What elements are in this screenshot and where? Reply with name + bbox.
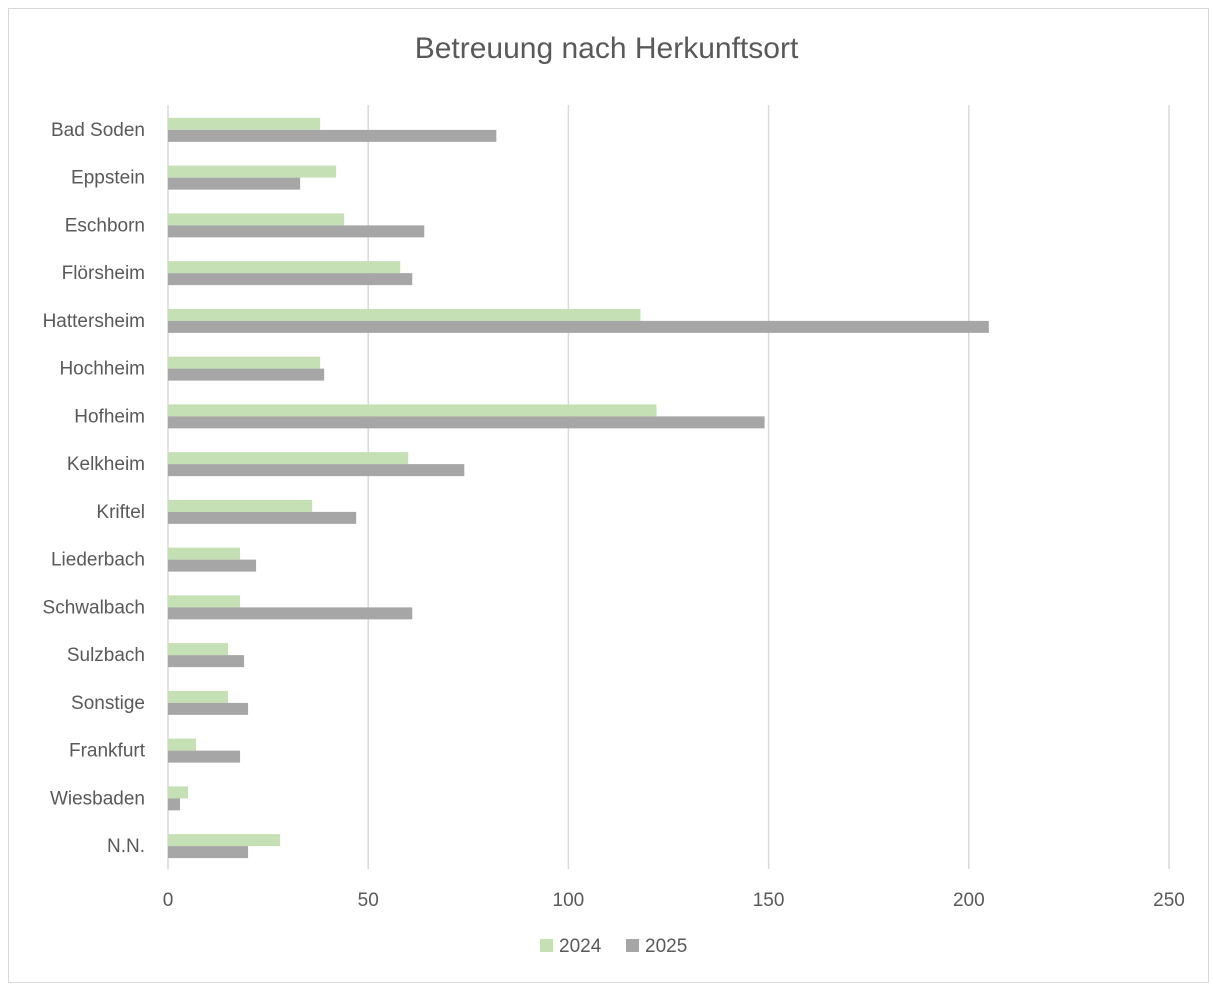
bar-2025-kelkheim (168, 464, 465, 477)
bar-2025-frankfurt (168, 750, 241, 763)
category-label: Sonstige (71, 693, 145, 714)
category-label: Schwalbach (43, 597, 145, 618)
category-label: Wiesbaden (50, 788, 145, 809)
bar-2024-eschborn (168, 213, 345, 226)
bar-2024-liederbach (168, 547, 241, 560)
bar-2024-hochheim (168, 356, 321, 369)
bar-2024-bad-soden (168, 117, 321, 130)
bar-2024-eppstein (168, 165, 337, 178)
bar-2025-eppstein (168, 177, 301, 190)
bar-2025-fl-rsheim (168, 273, 413, 286)
x-tick-label: 0 (163, 890, 174, 911)
bar-2025-hofheim (168, 416, 765, 429)
chart-title: Betreuung nach Herkunftsort (414, 32, 799, 65)
category-label: Bad Soden (51, 120, 145, 141)
x-tick-label: 200 (953, 890, 985, 911)
bar-2024-frankfurt (168, 738, 197, 751)
category-label: Hochheim (59, 359, 145, 380)
bar-2025-bad-soden (168, 129, 497, 142)
bar-2025-hattersheim (168, 320, 989, 333)
category-label: Eschborn (65, 215, 145, 236)
bar-2024-schwalbach (168, 595, 241, 608)
bar-2024-hofheim (168, 404, 657, 417)
bar-2025-kriftel (168, 511, 357, 524)
legend-label-2025: 2025 (645, 936, 687, 957)
bar-2024-wiesbaden (168, 786, 189, 799)
bar-2024-hattersheim (168, 308, 641, 321)
bar-2024-kriftel (168, 499, 313, 512)
category-label: Flörsheim (62, 263, 145, 284)
x-tick-label: 150 (753, 890, 785, 911)
legend-label-2024: 2024 (559, 936, 602, 957)
x-tick-label: 100 (553, 890, 585, 911)
bar-2025-wiesbaden (168, 798, 181, 811)
bar-2024-sulzbach (168, 643, 229, 656)
x-tick-label: 50 (358, 890, 379, 911)
bar-2025-n-n- (168, 846, 249, 859)
legend-swatch-2025 (626, 939, 639, 952)
bar-2025-schwalbach (168, 607, 413, 620)
category-label: Eppstein (71, 168, 145, 189)
category-label: Hofheim (74, 406, 145, 427)
bar-2024-kelkheim (168, 452, 409, 465)
bar-2025-eschborn (168, 225, 425, 238)
category-label: Hattersheim (43, 311, 145, 332)
category-label: N.N. (107, 836, 145, 857)
bar-2024-n-n- (168, 834, 281, 847)
bar-2025-liederbach (168, 559, 257, 572)
category-label: Kriftel (96, 502, 145, 523)
bar-2024-fl-rsheim (168, 261, 401, 274)
bar-2025-sulzbach (168, 655, 245, 668)
x-tick-label: 250 (1153, 890, 1185, 911)
bar-2025-hochheim (168, 368, 325, 381)
bar-2025-sonstige (168, 702, 249, 715)
category-label: Sulzbach (67, 645, 145, 666)
bar-2024-sonstige (168, 690, 229, 703)
category-label: Frankfurt (69, 741, 146, 762)
category-label: Kelkheim (67, 454, 145, 475)
category-label: Liederbach (51, 550, 145, 571)
legend-swatch-2024 (540, 939, 553, 952)
